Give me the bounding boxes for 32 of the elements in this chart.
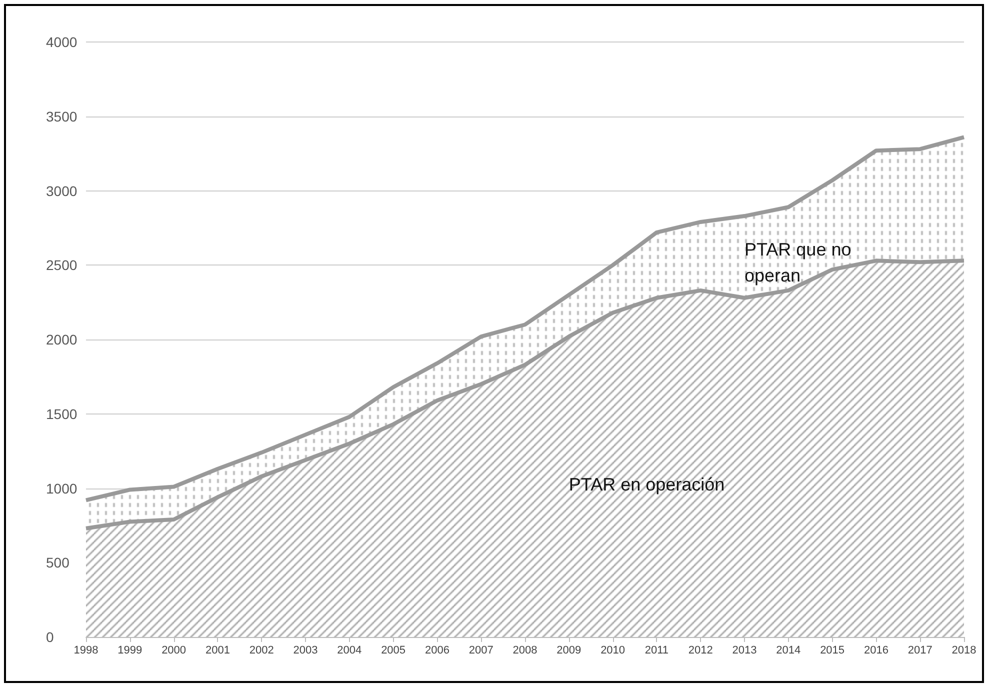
series-label: PTAR en operación — [568, 474, 725, 495]
x-tick-label: 2011 — [644, 644, 669, 656]
x-tick-label: 2010 — [600, 644, 626, 656]
x-tick-label: 2002 — [249, 644, 274, 656]
series-label: PTAR que no operan — [744, 239, 852, 286]
x-tick-label: 2014 — [776, 644, 801, 656]
y-tick-label: 2000 — [46, 332, 78, 348]
x-tick-label: 2008 — [512, 644, 538, 656]
y-tick-label: 500 — [46, 554, 70, 571]
x-tick-label: 2018 — [952, 644, 976, 656]
x-tick-label: 2003 — [293, 644, 318, 656]
x-tick-label: 2015 — [820, 644, 845, 656]
x-tick-label: 2007 — [468, 644, 494, 656]
x-tick-label: 2012 — [688, 644, 713, 656]
y-tick-label: 3000 — [46, 182, 78, 199]
x-tick-label: 1999 — [118, 644, 142, 656]
x-tick-label: 2017 — [908, 644, 932, 656]
x-tick-label: 2006 — [424, 644, 450, 656]
x-tick-label: 2005 — [381, 644, 406, 656]
x-tick-label: 2016 — [864, 644, 888, 656]
y-tick-label: 3500 — [46, 108, 78, 124]
y-tick-label: 1000 — [46, 480, 78, 496]
y-tick-label: 4000 — [46, 34, 78, 50]
y-tick-label: 1500 — [46, 406, 78, 422]
x-tick-label: 2013 — [732, 644, 757, 656]
x-tick-label: 1998 — [74, 644, 98, 656]
y-tick-label: 0 — [46, 629, 54, 645]
y-tick-label: 2500 — [46, 257, 78, 274]
x-tick-label: 2001 — [205, 644, 230, 656]
x-tick-label: 2004 — [337, 644, 362, 656]
x-tick-label: 2000 — [162, 644, 186, 656]
x-tick-label: 2009 — [556, 644, 582, 656]
